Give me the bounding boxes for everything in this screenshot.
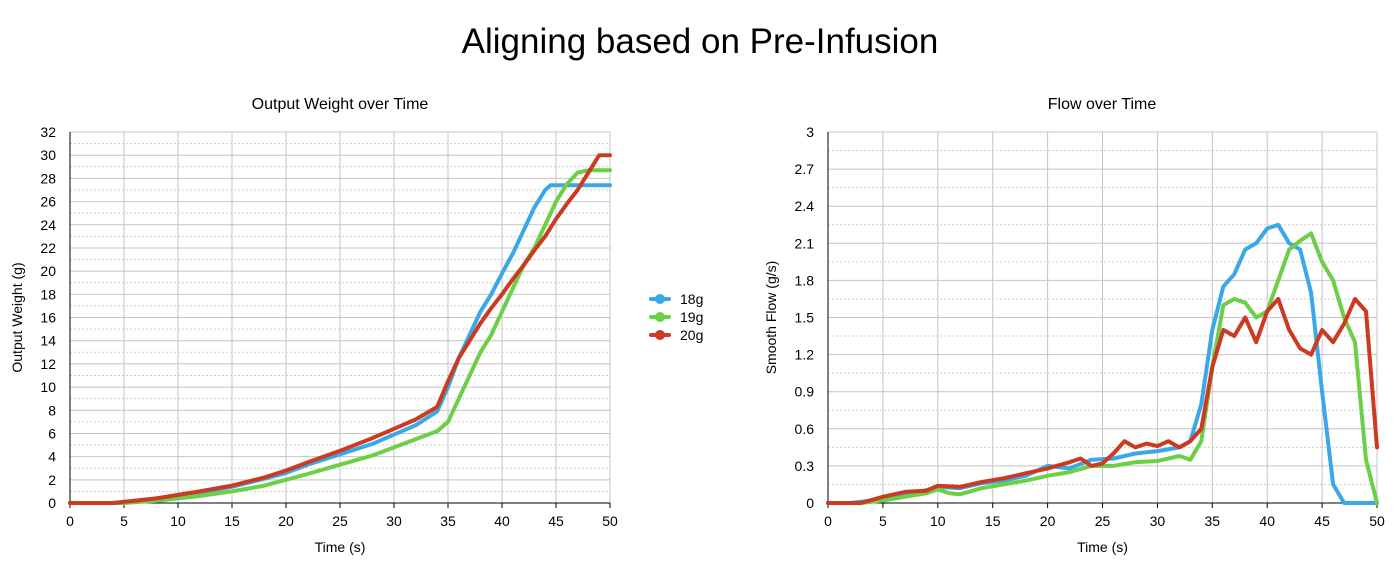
y-tick-label: 12 xyxy=(40,356,56,372)
y-axis-label: Output Weight (g) xyxy=(9,262,25,372)
x-tick-label: 50 xyxy=(602,513,618,529)
y-tick-label: 24 xyxy=(40,217,56,233)
x-tick-label: 45 xyxy=(548,513,564,529)
y-tick-label: 16 xyxy=(40,310,56,326)
x-tick-label: 35 xyxy=(440,513,456,529)
series-line-20g xyxy=(68,153,612,505)
legend-marker-20g xyxy=(655,330,665,340)
y-tick-label: 10 xyxy=(40,379,56,395)
y-tick-label: 1.8 xyxy=(795,272,815,288)
y-tick-label: 0 xyxy=(48,495,56,511)
y-tick-label: 6 xyxy=(48,425,56,441)
y-tick-label: 18 xyxy=(40,286,56,302)
x-tick-label: 30 xyxy=(386,513,402,529)
y-tick-label: 28 xyxy=(40,170,56,186)
x-tick-label: 5 xyxy=(120,513,128,529)
legend: 18g 19g 20g xyxy=(649,291,703,343)
series-line-19g xyxy=(68,168,612,505)
x-tick-label: 0 xyxy=(824,513,832,529)
x-axis-label: Time (s) xyxy=(1077,539,1128,555)
y-tick-label: 1.2 xyxy=(795,347,815,363)
y-tick-label: 32 xyxy=(40,124,56,140)
series-line-19g xyxy=(826,231,1379,505)
x-tick-label: 35 xyxy=(1205,513,1221,529)
y-tick-label: 2.7 xyxy=(795,161,815,177)
y-tick-label: 20 xyxy=(40,263,56,279)
y-tick-label: 26 xyxy=(40,194,56,210)
x-tick-label: 40 xyxy=(494,513,510,529)
x-tick-label: 10 xyxy=(170,513,186,529)
y-tick-label: 4 xyxy=(48,449,56,465)
chart-title: Output Weight over Time xyxy=(252,96,429,113)
x-tick-label: 10 xyxy=(930,513,946,529)
legend-marker-18g xyxy=(655,294,665,304)
y-tick-label: 2.4 xyxy=(795,198,815,214)
page-title: Aligning based on Pre-Infusion xyxy=(461,22,939,61)
x-tick-label: 5 xyxy=(879,513,887,529)
x-tick-label: 50 xyxy=(1369,513,1385,529)
y-axis-label: Smooth Flow (g/s) xyxy=(763,261,779,375)
legend-label: 18g xyxy=(680,291,703,307)
x-tick-label: 30 xyxy=(1150,513,1166,529)
legend-marker-19g xyxy=(655,312,665,322)
x-tick-label: 15 xyxy=(985,513,1001,529)
x-tick-label: 40 xyxy=(1259,513,1275,529)
y-tick-label: 0 xyxy=(806,495,814,511)
legend-label: 19g xyxy=(680,309,703,325)
x-axis-label: Time (s) xyxy=(315,539,366,555)
y-tick-label: 1.5 xyxy=(795,310,815,326)
weight-chart: Output Weight over Time02468101214161820… xyxy=(9,96,618,555)
x-tick-label: 20 xyxy=(1040,513,1056,529)
y-tick-label: 0.3 xyxy=(795,458,815,474)
y-tick-label: 2.1 xyxy=(795,235,815,251)
y-tick-label: 14 xyxy=(40,333,56,349)
y-tick-label: 30 xyxy=(40,147,56,163)
y-tick-label: 8 xyxy=(48,402,56,418)
x-tick-label: 15 xyxy=(224,513,240,529)
y-tick-label: 0.6 xyxy=(795,421,815,437)
chart-title: Flow over Time xyxy=(1048,96,1157,113)
x-tick-label: 25 xyxy=(332,513,348,529)
legend-label: 20g xyxy=(680,327,703,343)
flow-chart: Flow over Time 0 0.3 0.6 0.9 1.2 1.5 1.8 2.1 2.4 2… xyxy=(763,96,1385,555)
x-tick-label: 0 xyxy=(66,513,74,529)
series-line-20g xyxy=(826,297,1379,505)
y-tick-label: 2 xyxy=(48,472,56,488)
y-tick-label: 0.9 xyxy=(795,384,815,400)
x-tick-label: 25 xyxy=(1095,513,1111,529)
y-tick-label: 22 xyxy=(40,240,56,256)
x-tick-label: 45 xyxy=(1314,513,1330,529)
x-tick-label: 20 xyxy=(278,513,294,529)
y-tick-label: 3 xyxy=(806,124,814,140)
